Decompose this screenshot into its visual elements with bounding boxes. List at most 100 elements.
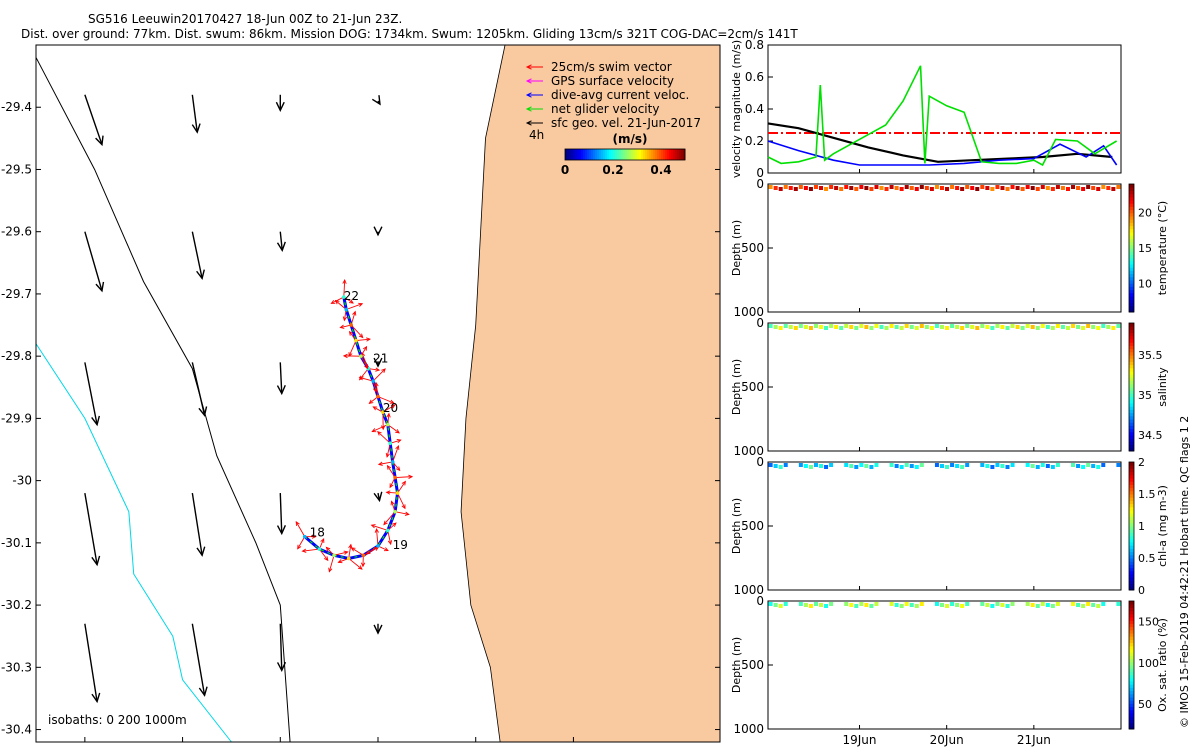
geo-velocity-arrow-13: [191, 492, 203, 556]
swim-vector-21-2-head: [342, 279, 347, 284]
swim-vector-21-0-head: [349, 299, 354, 304]
salinity-colorbar-cell-21: [1129, 380, 1134, 385]
salinity-colorbar-cell-27: [1129, 361, 1134, 366]
oxygen-colorbar-tick-1: 100: [1138, 657, 1159, 670]
salinity-colorbar-cell-29: [1129, 355, 1134, 359]
chla-colorbar-cell-39: [1129, 462, 1134, 466]
swim-vector-1-0: [319, 548, 329, 561]
temperature-colorbar-cell-22: [1129, 238, 1134, 243]
temperature-colorbar-cell-30: [1129, 212, 1134, 217]
temperature-colorbar-cell-32: [1129, 206, 1134, 211]
chla-colorbar-label: chl-a (mg m-3): [1156, 485, 1169, 567]
temperature-obs-31: [924, 186, 929, 190]
oxygen-obs-39: [965, 602, 970, 606]
temperature-colorbar-cell-24: [1129, 232, 1134, 236]
geo-velocity-arrow-4: [84, 231, 103, 292]
swim-vector-19-0-head: [352, 310, 357, 316]
oxygen-colorbar-cell-9: [1129, 697, 1134, 701]
swim-vector-0-1: [297, 536, 306, 549]
temperature-colorbar-tick-1: 15: [1138, 242, 1152, 255]
oxygen-colorbar-cell-14: [1129, 681, 1134, 685]
temperature-obs-58: [1060, 186, 1065, 190]
swim-vector-6-1: [387, 530, 392, 545]
temperature-colorbar-cell-20: [1129, 244, 1134, 249]
chla-obs-16: [849, 464, 854, 468]
temperature-obs-50: [1020, 187, 1025, 191]
oxygen-obs-12: [829, 602, 834, 606]
salinity-obs-22: [879, 325, 884, 329]
swim-vector-12-0: [387, 413, 390, 425]
temperature-obs-35: [945, 187, 950, 191]
oxygen-obs-11: [824, 604, 829, 608]
map-colorbar-cell-26: [617, 149, 620, 160]
figure-subtitle: Dist. over ground: 77km. Dist. swum: 86k…: [21, 27, 798, 41]
chla-obs-39: [965, 463, 970, 467]
temperature-obs-63: [1086, 185, 1091, 189]
map-colorbar-cell-43: [651, 149, 654, 160]
geo-velocity-arrow-16-head: [91, 692, 101, 704]
salinity-colorbar-cell-19: [1129, 387, 1134, 391]
geo-velocity-arrow-13-head: [196, 546, 206, 557]
oxygen-obs-63: [1086, 602, 1091, 606]
oxygen-obs-52: [1030, 603, 1035, 607]
track-point-12: [385, 422, 390, 427]
temperature-obs-47: [1005, 187, 1010, 191]
swim-vector-18-2: [348, 340, 357, 357]
swim-vector-5-2: [366, 545, 379, 555]
salinity-obs-34: [939, 325, 944, 329]
chla-obs-37: [955, 464, 960, 468]
swim-vector-21-0: [343, 296, 354, 304]
swim-vector-10-1: [392, 445, 399, 463]
swim-vector-10-2-head: [395, 466, 401, 472]
swim-vector-5-1: [377, 545, 389, 552]
swim-vector-10-2: [392, 461, 401, 471]
chla-colorbar-cell-12: [1129, 548, 1134, 553]
map-colorbar-tick-2: 0.4: [650, 163, 671, 177]
chla-colorbar-cell-9: [1129, 558, 1134, 562]
geo-velocity-arrow-8-head: [91, 415, 101, 427]
chla-colorbar-cell-23: [1129, 513, 1134, 517]
swim-vector-18-2-head: [348, 352, 353, 358]
map-xtick-label-0: 114.2: [68, 748, 102, 750]
temperature-obs-39: [965, 185, 970, 189]
map-colorbar-cell-13: [591, 149, 594, 160]
salinity-colorbar-tick-2: 35.5: [1138, 349, 1163, 362]
chla-obs-6: [798, 463, 803, 467]
salinity-obs-66: [1101, 324, 1106, 328]
salinity-axes: [767, 322, 1122, 452]
track-point-20: [344, 307, 349, 312]
salinity-obs-39: [965, 324, 970, 328]
oxygen-colorbar-cell-26: [1129, 642, 1134, 647]
map-colorbar-cell-12: [589, 149, 592, 160]
map-colorbar-cell-11: [587, 149, 590, 160]
chla-obs-42: [980, 463, 985, 467]
map-colorbar-cell-33: [631, 149, 634, 160]
temperature-obs-4: [788, 186, 793, 190]
oxygen-obs-65: [1096, 604, 1101, 608]
chla-obs-34: [939, 464, 944, 468]
salinity-colorbar-cell-18: [1129, 390, 1134, 394]
swim-vector-21-1: [331, 296, 345, 304]
temperature-colorbar-cell-16: [1129, 257, 1134, 262]
track-point-21: [342, 295, 346, 299]
chla-obs-27: [904, 463, 909, 467]
temperature-obs-56: [1050, 187, 1055, 191]
chla-obs-30: [919, 463, 924, 467]
swim-vector-20-2-head: [334, 299, 340, 305]
map-ytick-label-1: -29.5: [1, 162, 32, 176]
oxygen-obs-34: [939, 603, 944, 607]
map-colorbar-cell-16: [597, 149, 600, 160]
chla-colorbar-cell-15: [1129, 538, 1134, 543]
temperature-obs-65: [1096, 187, 1101, 191]
salinity-colorbar-cell-32: [1129, 345, 1134, 350]
oxygen-obs-64: [1091, 603, 1096, 607]
track-point-14: [376, 394, 380, 399]
chla-colorbar-cell-30: [1129, 490, 1134, 495]
chla-colorbar-cell-6: [1129, 567, 1134, 572]
temperature-obs-40: [970, 186, 975, 190]
map-xtick-label-2: 114.6: [263, 748, 297, 750]
date-xtick-label-2: 21Jun: [1017, 733, 1051, 747]
map-colorbar-cell-19: [603, 149, 606, 160]
oxygen-colorbar-cell-24: [1129, 649, 1134, 653]
day-label-4: 18: [310, 526, 325, 540]
